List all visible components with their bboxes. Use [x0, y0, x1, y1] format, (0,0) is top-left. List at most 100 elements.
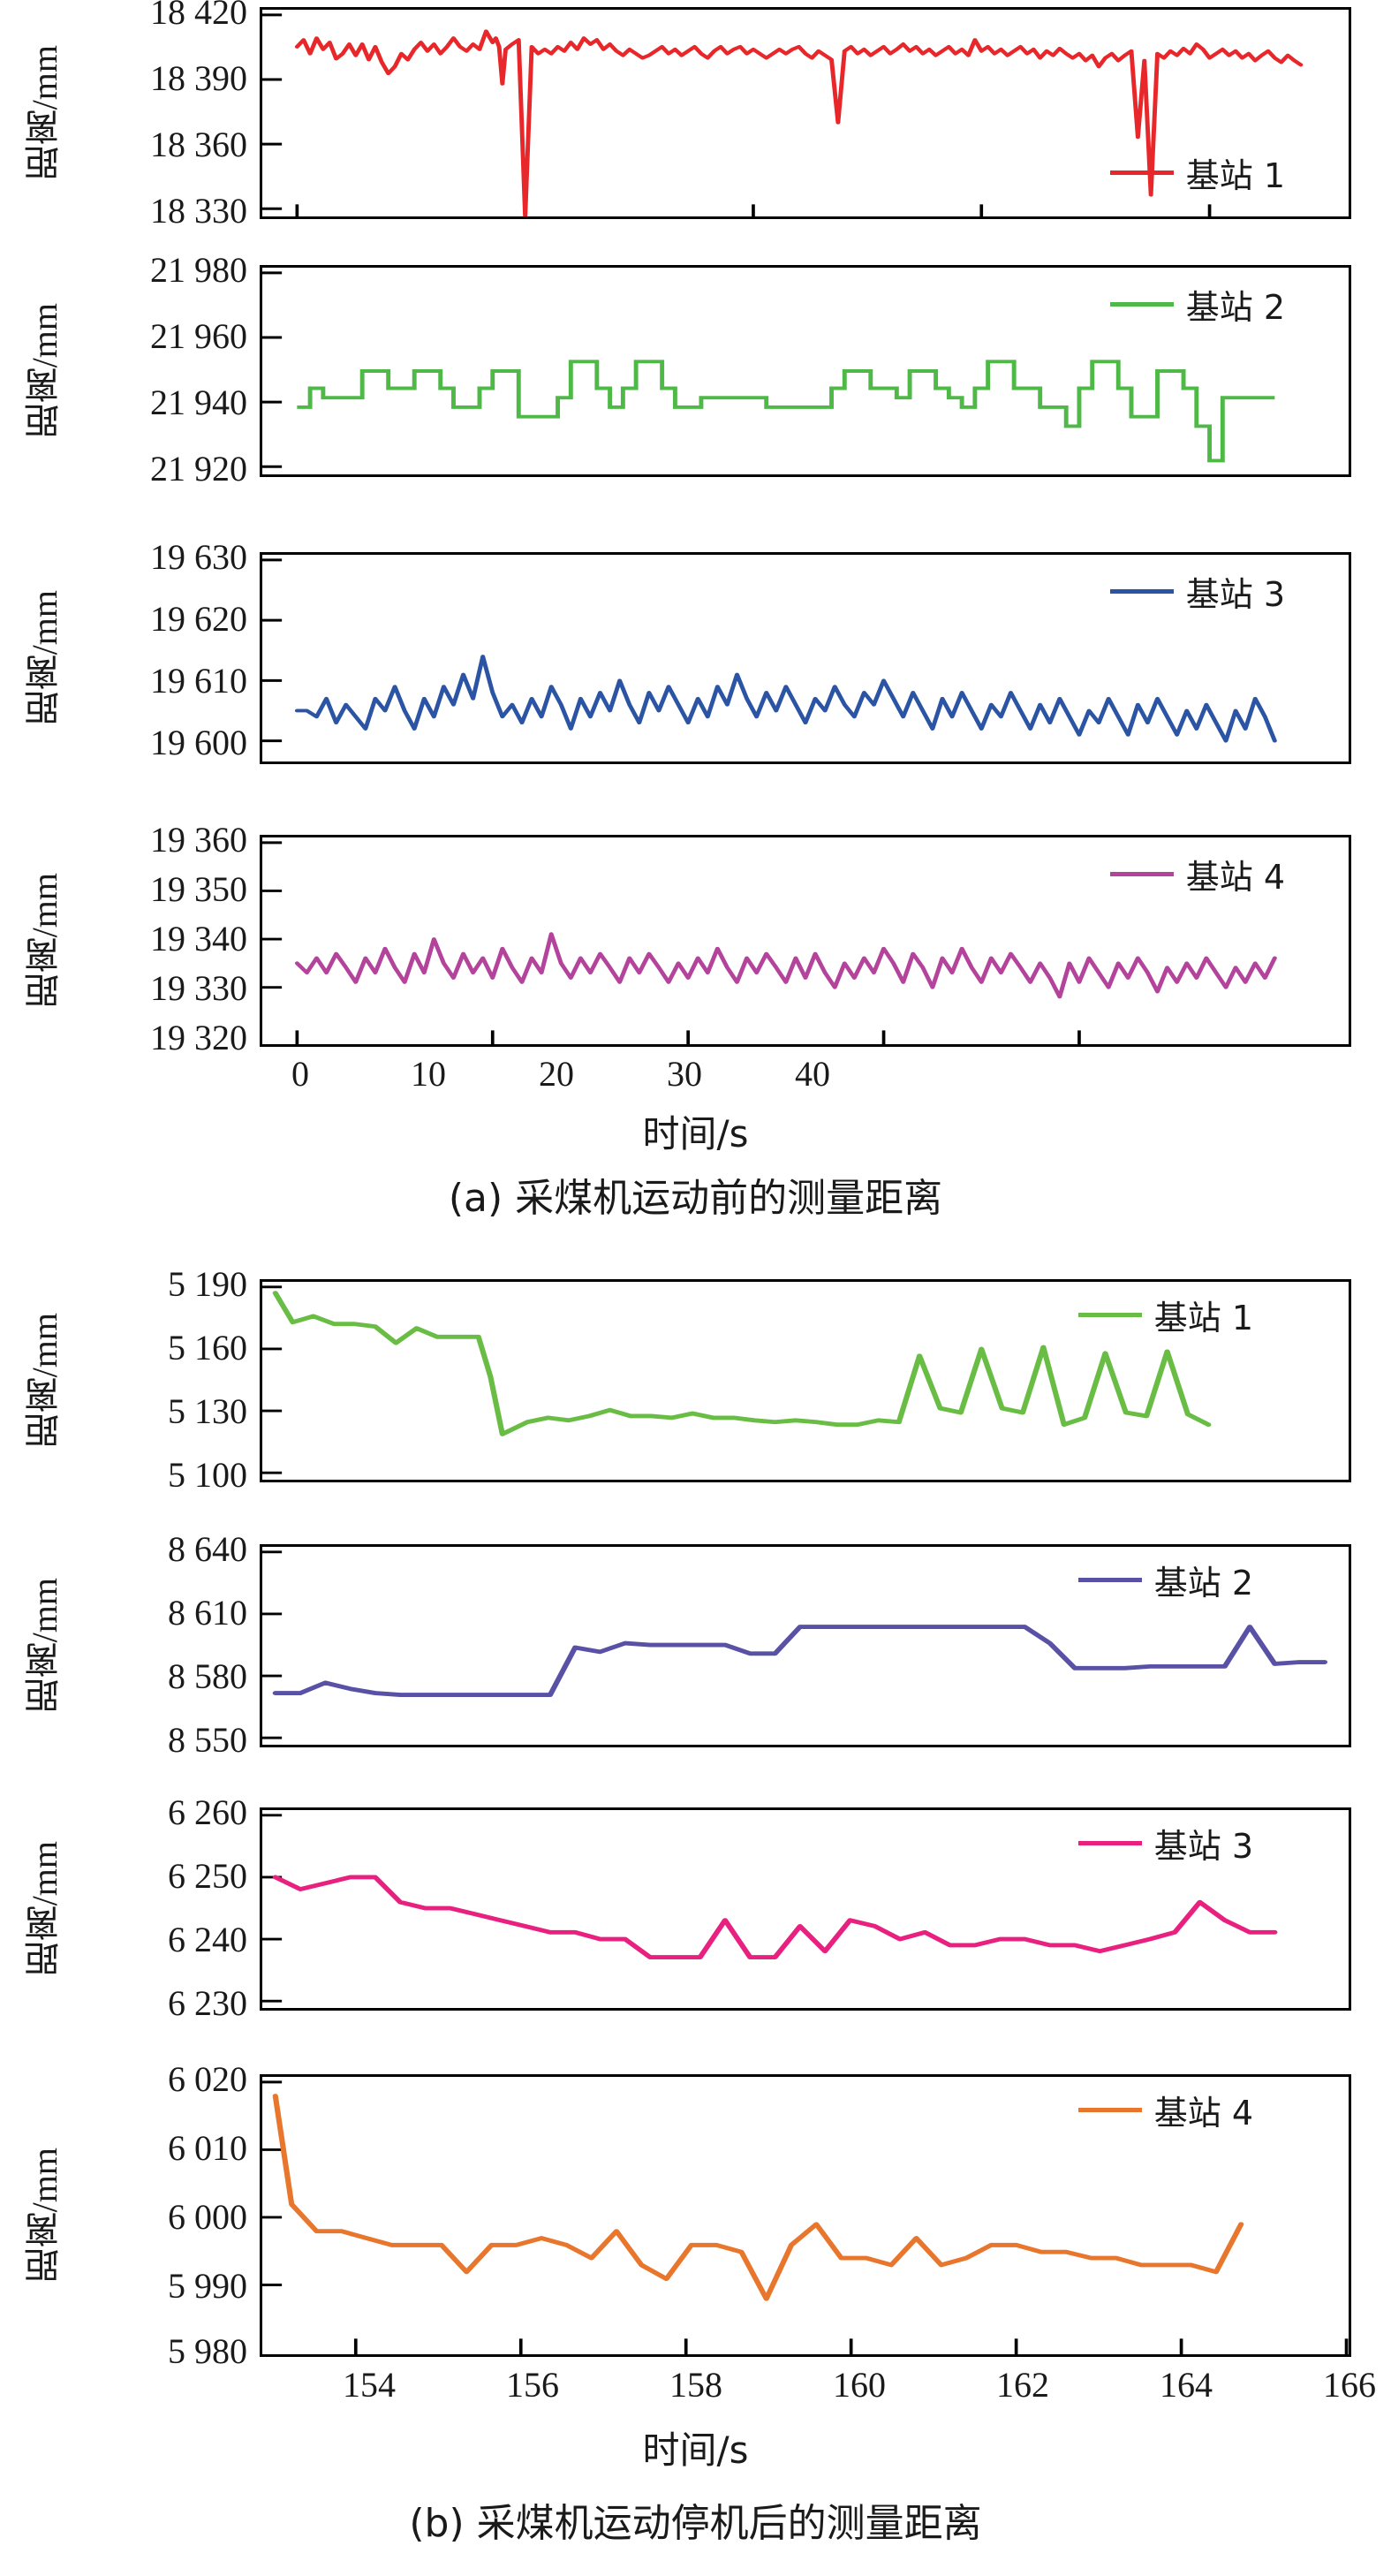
y-tick: 5 100 — [168, 1455, 247, 1495]
y-tick-marks — [262, 1550, 283, 1739]
legend-swatch-a3 — [1109, 589, 1174, 594]
y-axis-label-b4: 距离/mm — [25, 2148, 64, 2284]
plot-area-b4: 基站 4 — [260, 2074, 1351, 2357]
x-tick: 164 — [1160, 2365, 1213, 2405]
y-ticks-a2: 21 980 21 960 21 940 21 920 — [72, 253, 260, 487]
y-tick: 19 610 — [150, 661, 247, 701]
plot-area-b2: 基站 2 — [260, 1544, 1351, 1747]
y-ticks-b2: 8 640 8 610 8 580 8 550 — [72, 1532, 260, 1758]
y-tick: 6 250 — [168, 1856, 247, 1896]
y-tick: 18 360 — [150, 125, 247, 164]
x-tick: 158 — [669, 2365, 722, 2405]
x-tick: 166 — [1323, 2365, 1376, 2405]
panel-b-4: 距离/mm 6 020 6 010 6 000 5 990 5 980 — [18, 2062, 1351, 2369]
y-tick: 19 340 — [150, 919, 247, 958]
x-tick: 0 — [291, 1054, 309, 1094]
y-tick: 6 020 — [168, 2059, 247, 2099]
legend-label-a3: 基站 3 — [1185, 575, 1285, 614]
y-tick-marks — [262, 1285, 283, 1474]
legend-swatch-b2 — [1077, 1578, 1142, 1582]
y-tick: 6 240 — [168, 1920, 247, 1959]
legend-b1: 基站 1 — [1077, 1291, 1253, 1339]
y-ticks-b3: 6 260 6 250 6 240 6 230 — [72, 1795, 260, 2021]
y-tick: 8 610 — [168, 1593, 247, 1633]
y-ticks-a4: 19 360 19 350 19 340 19 330 19 320 — [72, 822, 260, 1056]
series-a3-svg — [262, 558, 1277, 743]
legend-a4: 基站 4 — [1109, 850, 1285, 898]
series-line-b3 — [272, 1875, 1278, 1959]
legend-label-b1: 基站 1 — [1153, 1299, 1253, 1337]
plot-area-b1: 基站 1 — [260, 1279, 1351, 1482]
y-axis-label-a3: 距离/mm — [25, 590, 64, 726]
series-line-a3 — [294, 655, 1277, 743]
y-tick: 19 620 — [150, 599, 247, 639]
legend-swatch-a1 — [1109, 170, 1174, 175]
y-ticks-a3: 19 630 19 620 19 610 19 600 — [72, 540, 260, 764]
x-tick: 40 — [795, 1054, 830, 1094]
y-tick: 5 160 — [168, 1328, 247, 1368]
series-b4-svg — [262, 2080, 1349, 2354]
legend-label-a2: 基站 2 — [1185, 288, 1285, 327]
panel-b-1: 距离/mm 5 190 5 160 5 130 5 100 基站 1 — [18, 1267, 1351, 1493]
y-tick-marks — [262, 2080, 283, 2286]
y-tick: 6 230 — [168, 1983, 247, 2023]
x-tick: 10 — [411, 1054, 446, 1094]
y-tick: 21 960 — [150, 316, 247, 356]
series-line-b4 — [272, 2094, 1244, 2301]
legend-swatch-b4 — [1077, 2108, 1142, 2112]
series-a2-svg — [262, 271, 1275, 468]
series-a4-svg — [262, 841, 1277, 1044]
x-ticks-b: 154 156 158 160 162 164 166 — [277, 2364, 1376, 2412]
caption-b: (b) 采煤机运动停机后的测量距离 — [409, 2501, 982, 2546]
x-tick: 20 — [539, 1054, 574, 1094]
panel-a-2: 距离/mm 21 980 21 960 21 940 21 920 基站 2 — [18, 253, 1351, 487]
legend-label-b2: 基站 2 — [1153, 1564, 1253, 1602]
caption-a: (a) 采煤机运动前的测量距离 — [448, 1176, 943, 1221]
y-tick: 19 630 — [150, 537, 247, 577]
panel-a-4: 距离/mm 19 360 19 350 19 340 19 330 19 320 — [18, 822, 1351, 1056]
y-tick: 6 260 — [168, 1792, 247, 1832]
series-line-a4 — [294, 932, 1277, 999]
y-tick: 19 600 — [150, 723, 247, 762]
y-tick-marks — [262, 13, 283, 210]
series-a1-svg — [262, 13, 1304, 216]
series-line-a1 — [294, 29, 1304, 216]
y-tick: 19 320 — [150, 1018, 247, 1057]
y-axis-label-b2: 距离/mm — [25, 1578, 64, 1714]
panel-b-3: 距离/mm 6 260 6 250 6 240 6 230 基站 3 — [18, 1795, 1351, 2021]
x-tick-marks — [295, 204, 1212, 216]
series-line-a2 — [297, 360, 1275, 463]
legend-swatch-b1 — [1077, 1313, 1142, 1317]
legend-swatch-b3 — [1077, 1841, 1142, 1845]
series-b3-svg — [262, 1814, 1278, 2003]
series-b1-svg — [262, 1285, 1212, 1474]
panel-a-3: 距离/mm 19 630 19 620 19 610 19 600 基站 3 — [18, 540, 1351, 764]
y-tick: 19 360 — [150, 820, 247, 860]
y-ticks-b1: 5 190 5 160 5 130 5 100 — [72, 1267, 260, 1493]
x-tick-marks — [353, 2338, 1349, 2354]
legend-a2: 基站 2 — [1109, 280, 1285, 329]
y-tick-marks — [262, 1814, 283, 2003]
panel-b-2: 距离/mm 8 640 8 610 8 580 8 550 基站 2 — [18, 1532, 1351, 1758]
legend-swatch-a2 — [1109, 302, 1174, 307]
x-tick-marks — [295, 1030, 1081, 1044]
y-tick: 8 580 — [168, 1656, 247, 1696]
x-tick: 156 — [506, 2365, 559, 2405]
y-tick: 8 550 — [168, 1720, 247, 1760]
legend-b4: 基站 4 — [1077, 2086, 1253, 2134]
legend-label-a1: 基站 1 — [1185, 156, 1285, 195]
x-axis-title-b: 时间/s — [642, 2428, 749, 2472]
y-tick: 21 920 — [150, 449, 247, 489]
y-tick: 18 420 — [150, 0, 247, 32]
legend-a1: 基站 1 — [1109, 148, 1285, 197]
y-tick: 19 330 — [150, 968, 247, 1008]
y-tick: 6 000 — [168, 2197, 247, 2237]
legend-label-a4: 基站 4 — [1185, 858, 1285, 897]
y-axis-label-a2: 距离/mm — [25, 303, 64, 439]
legend-b3: 基站 3 — [1077, 1819, 1253, 1868]
x-axis-title-a: 时间/s — [642, 1112, 749, 1155]
y-tick: 18 330 — [150, 191, 247, 231]
y-axis-label-a1: 距离/mm — [25, 45, 64, 181]
series-b2-svg — [262, 1550, 1328, 1739]
y-tick: 19 350 — [150, 869, 247, 909]
